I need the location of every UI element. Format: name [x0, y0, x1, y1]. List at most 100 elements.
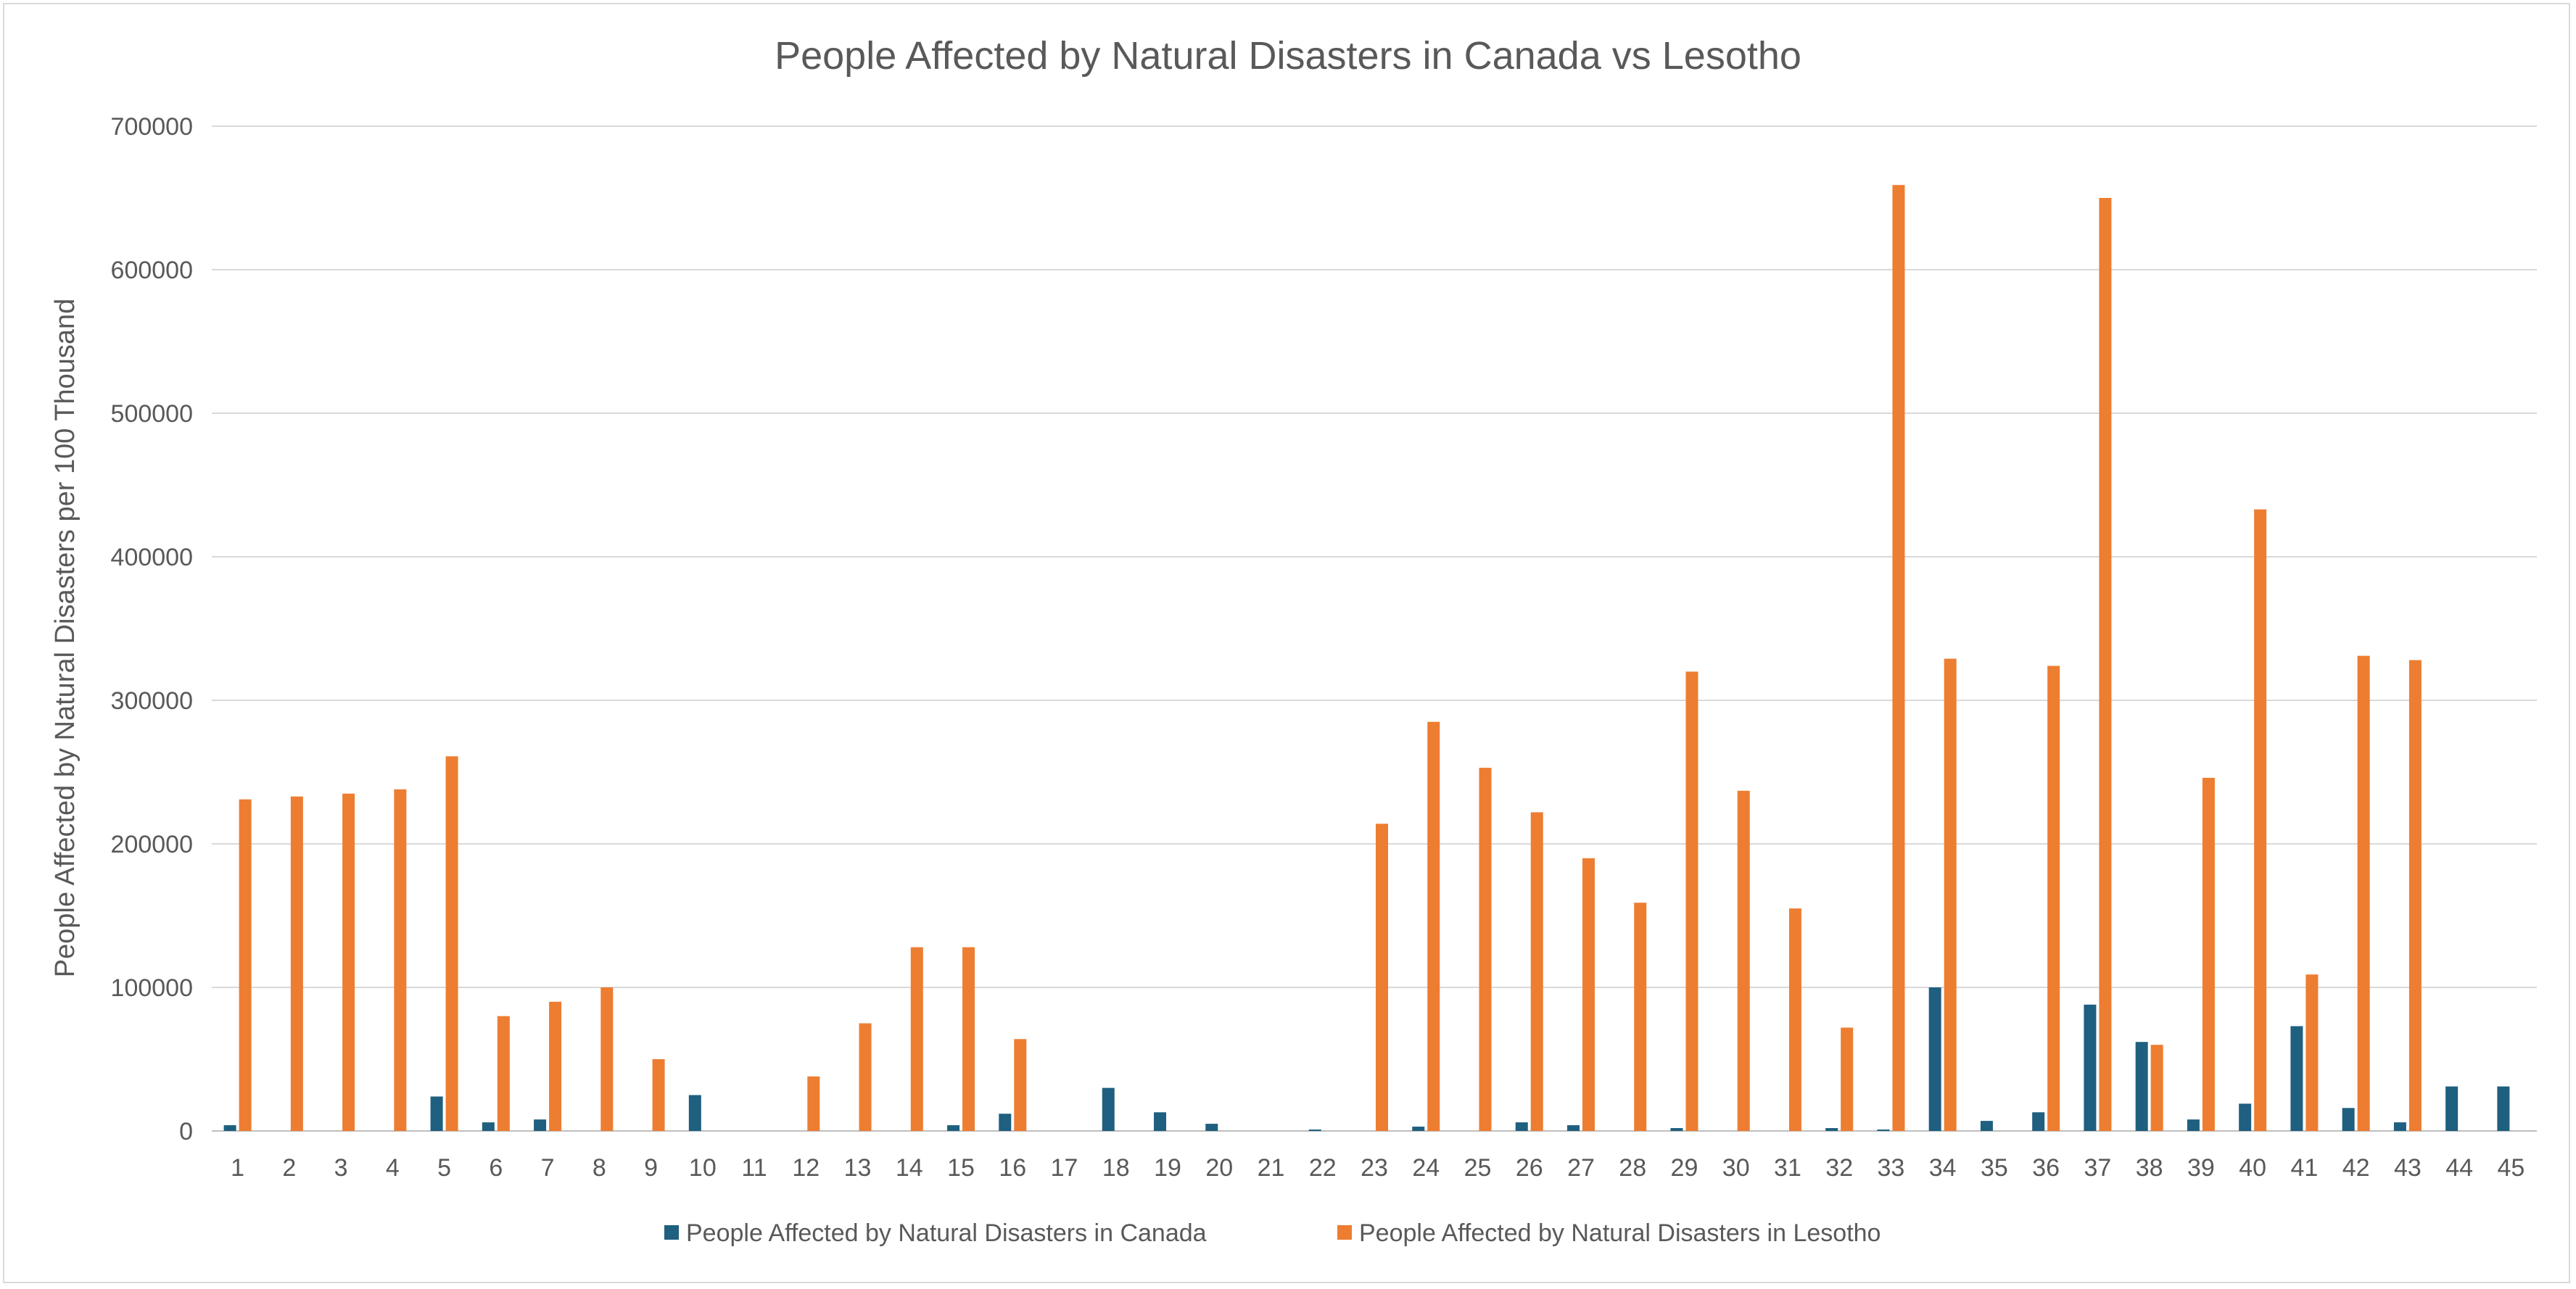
bar-lesotho [549, 1001, 562, 1131]
bar-lesotho [1014, 1039, 1027, 1131]
x-tick-label: 36 [2032, 1154, 2060, 1182]
x-tick-label: 30 [1722, 1154, 1750, 1182]
x-tick-label: 26 [1516, 1154, 1543, 1182]
legend-label-lesotho: People Affected by Natural Disasters in … [1359, 1219, 1881, 1247]
x-tick-label: 12 [792, 1154, 820, 1182]
y-tick-label: 700000 [111, 113, 193, 141]
x-tick-label: 25 [1464, 1154, 1492, 1182]
bar-lesotho [2047, 666, 2060, 1131]
x-tick-label: 24 [1412, 1154, 1440, 1182]
bar-canada [2342, 1108, 2355, 1131]
bar-canada [223, 1125, 236, 1131]
legend: People Affected by Natural Disasters in … [664, 1219, 1881, 1247]
legend-swatch-lesotho [1337, 1225, 1352, 1240]
chart-title: People Affected by Natural Disasters in … [775, 34, 1801, 78]
bar-canada [482, 1122, 495, 1131]
bar-canada [1412, 1127, 1425, 1131]
bar-lesotho [2408, 660, 2422, 1131]
bar-lesotho [2254, 509, 2267, 1131]
bar-lesotho [1530, 812, 1543, 1131]
x-tick-label: 29 [1671, 1154, 1698, 1182]
bar-lesotho [600, 987, 614, 1131]
gridlines [212, 125, 2537, 1132]
x-tick-label: 43 [2394, 1154, 2422, 1182]
x-tick-label: 21 [1258, 1154, 1285, 1182]
x-tick-label: 40 [2239, 1154, 2266, 1182]
bar-canada [2135, 1042, 2148, 1131]
x-tick-label: 8 [593, 1154, 606, 1182]
bar-lesotho [2305, 974, 2319, 1131]
bar-lesotho [1841, 1027, 1854, 1131]
x-tick-label: 16 [999, 1154, 1026, 1182]
x-tick-label: 6 [489, 1154, 503, 1182]
bar-lesotho [2150, 1045, 2163, 1131]
bar-canada [1877, 1130, 1890, 1131]
bar-canada [688, 1095, 701, 1131]
x-tick-label: 39 [2187, 1154, 2215, 1182]
x-tick-label: 14 [896, 1154, 923, 1182]
x-tick-label: 19 [1154, 1154, 1181, 1182]
x-tick-label: 10 [689, 1154, 717, 1182]
bar-canada [2393, 1122, 2406, 1131]
bar-canada [999, 1114, 1012, 1131]
bar-canada [1205, 1124, 1218, 1131]
bar-lesotho [1582, 858, 1595, 1131]
bar-canada [1102, 1087, 1115, 1131]
bar-lesotho [1788, 908, 1801, 1131]
x-tick-label: 41 [2290, 1154, 2318, 1182]
bar-lesotho [2357, 655, 2370, 1131]
bar-lesotho [962, 947, 975, 1131]
x-tick-label: 38 [2136, 1154, 2163, 1182]
bar-canada [1980, 1121, 1993, 1131]
bar-lesotho [2099, 198, 2112, 1131]
x-tick-label: 33 [1878, 1154, 1905, 1182]
x-tick-label: 11 [741, 1154, 767, 1182]
x-tick-label: 44 [2445, 1154, 2473, 1182]
bar-lesotho [1944, 658, 1957, 1131]
bar-canada [2497, 1086, 2510, 1131]
y-tick-label: 300000 [111, 687, 193, 715]
x-tick-label: 28 [1619, 1154, 1646, 1182]
x-tick-label: 22 [1309, 1154, 1337, 1182]
bar-lesotho [652, 1059, 665, 1131]
bars [223, 185, 2510, 1132]
x-tick-label: 37 [2084, 1154, 2112, 1182]
y-tick-label: 100000 [111, 974, 193, 1002]
bar-canada [947, 1125, 960, 1131]
bar-canada [534, 1119, 547, 1131]
bar-canada [2445, 1086, 2459, 1131]
bar-lesotho [1376, 824, 1388, 1131]
y-tick-label: 600000 [111, 257, 193, 284]
x-tick-label: 15 [947, 1154, 975, 1182]
bar-lesotho [290, 796, 303, 1131]
bar-lesotho [910, 947, 923, 1131]
bar-canada [2187, 1119, 2200, 1131]
bar-lesotho [1685, 671, 1698, 1131]
bar-lesotho [342, 793, 355, 1131]
y-tick-label: 200000 [111, 831, 193, 858]
x-tick-label: 32 [1825, 1154, 1853, 1182]
bar-canada [1308, 1130, 1321, 1131]
y-axis-title: People Affected by Natural Disasters per… [50, 299, 80, 978]
bar-canada [2290, 1026, 2303, 1131]
bar-lesotho [394, 789, 407, 1131]
x-tick-label: 5 [437, 1154, 451, 1182]
x-tick-label: 45 [2497, 1154, 2525, 1182]
x-tick-label: 3 [334, 1154, 348, 1182]
bar-lesotho [1479, 768, 1492, 1131]
bar-lesotho [497, 1016, 510, 1131]
legend-swatch-canada [664, 1225, 679, 1240]
x-tick-labels: 1 2 3 4 5 6 7 8 9 10 11 12 13 14 15 16 17 18 19 20 21 22 23 24 2… [231, 1154, 2525, 1182]
x-tick-label: 7 [541, 1154, 555, 1182]
x-tick-label: 9 [644, 1154, 658, 1182]
y-tick-label: 500000 [111, 400, 193, 428]
x-tick-label: 4 [386, 1154, 400, 1182]
x-tick-label: 35 [1981, 1154, 2008, 1182]
x-tick-label: 42 [2342, 1154, 2370, 1182]
bar-lesotho [1892, 185, 1905, 1132]
bar-canada [1515, 1122, 1528, 1131]
x-tick-label: 18 [1102, 1154, 1130, 1182]
bar-canada [2084, 1004, 2097, 1131]
x-tick-label: 17 [1051, 1154, 1078, 1182]
x-tick-label: 2 [282, 1154, 296, 1182]
